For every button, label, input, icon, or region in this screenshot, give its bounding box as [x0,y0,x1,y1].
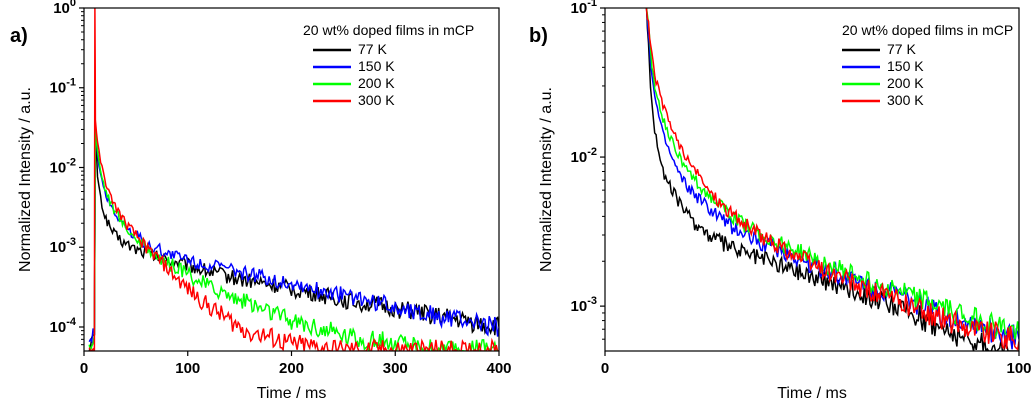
y-tick-label: 10-3 [571,295,597,315]
x-tick-label: 0 [601,360,609,377]
y-tick-exponent: -2 [66,156,76,168]
legend-title: 20 wt% doped films in mCP [303,22,474,38]
legend-label-4: 300 K [358,92,395,108]
y-tick-label: 10-1 [571,0,597,17]
y-tick-base: 10 [53,0,70,17]
legend-label-3: 200 K [887,75,924,91]
series-line-4 [88,8,499,351]
x-tick-label: 400 [486,360,511,377]
y-tick-base: 10 [50,80,67,97]
x-axis-label: Time / ms [257,385,327,402]
y-tick-exponent: -4 [66,316,77,328]
legend-label-1: 77 K [887,41,916,57]
y-tick-label: 10-4 [50,316,77,336]
y-tick-base: 10 [571,0,588,17]
y-axis-label: Normalized Intensity / a.u. [17,87,34,272]
y-tick-exponent: -3 [587,295,597,307]
y-tick-exponent: 0 [70,0,76,9]
series-line-3 [88,129,499,351]
y-tick-exponent: -1 [66,77,76,89]
y-axis-label: Normalized Intensity / a.u. [538,87,555,272]
y-tick-exponent: -3 [66,236,76,248]
y-tick-base: 10 [50,239,67,256]
series-group [88,8,499,351]
legend-label-4: 300 K [887,92,924,108]
y-tick-base: 10 [571,149,588,166]
plot-frame [604,7,1020,352]
series-line-3 [645,8,1019,340]
legend-label-3: 200 K [358,75,395,91]
legend-label-1: 77 K [358,41,387,57]
x-tick-label: 300 [383,360,408,377]
panel-label: b) [529,25,548,47]
x-tick-label: 100 [1006,360,1031,377]
legend-title: 20 wt% doped films in mCP [842,22,1013,38]
x-axis-label: Time / ms [777,385,847,402]
y-tick-label: 10-2 [50,156,76,176]
y-tick-label: 10-3 [50,236,76,256]
legend-label-2: 150 K [358,58,395,74]
x-tick-label: 0 [80,360,88,377]
y-tick-label: 100 [53,0,76,17]
series-group [645,8,1019,351]
series-line-4 [645,8,1019,351]
y-tick-exponent: -2 [587,146,597,158]
series-line-1 [645,8,1019,351]
y-tick-base: 10 [50,319,67,336]
x-tick-label: 200 [279,360,304,377]
y-tick-label: 10-2 [571,146,597,166]
y-tick-base: 10 [50,159,67,176]
y-tick-base: 10 [571,298,588,315]
legend-label-2: 150 K [887,58,924,74]
plot-frame [83,7,500,352]
panel-label: a) [10,25,28,47]
y-tick-exponent: -1 [587,0,597,9]
y-tick-label: 10-1 [50,77,76,97]
x-tick-label: 100 [175,360,200,377]
series-line-2 [88,128,499,345]
